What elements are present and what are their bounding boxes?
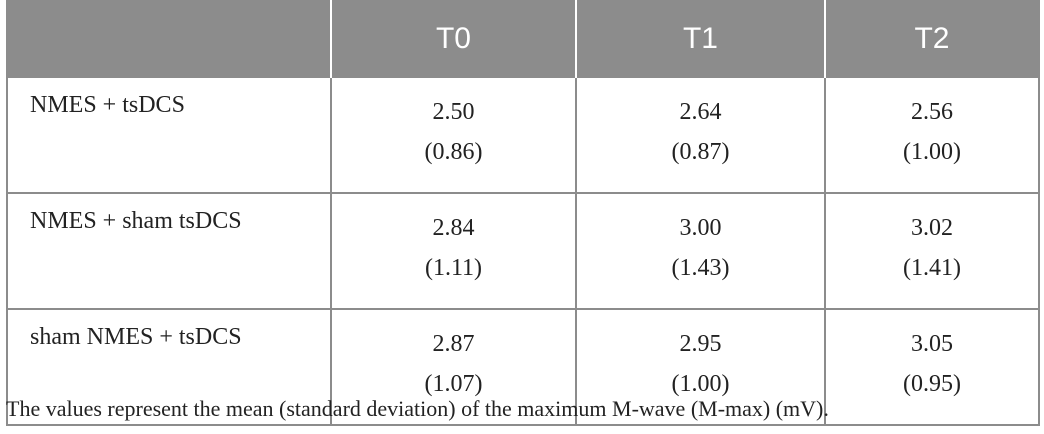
value-cell: 3.00 (1.43) xyxy=(575,192,825,309)
table-row: sham NMES + tsDCS 2.87 (1.07) 2.95 (1.00… xyxy=(7,308,1039,425)
mean-value: 3.02 xyxy=(911,215,953,241)
header-cell-t2: T2 xyxy=(824,1,1039,77)
table-row: NMES + tsDCS 2.50 (0.86) 2.64 (0.87) 2.5… xyxy=(7,76,1039,193)
row-label: sham NMES + tsDCS xyxy=(7,308,331,425)
mean-value: 2.56 xyxy=(911,99,953,125)
sd-value: (1.43) xyxy=(671,255,730,281)
table-header: T0 T1 T2 xyxy=(7,1,1039,77)
mean-value: 3.05 xyxy=(911,331,953,357)
table-footnote: The values represent the mean (standard … xyxy=(6,396,829,421)
sd-value: (0.95) xyxy=(903,371,961,397)
data-table: T0 T1 T2 NMES + tsDCS 2.50 (0.86) 2.64 (… xyxy=(6,0,1040,426)
sd-value: (1.00) xyxy=(671,371,730,397)
header-row: T0 T1 T2 xyxy=(7,1,1039,77)
mean-value: 2.87 xyxy=(432,331,475,357)
mean-value: 2.95 xyxy=(679,331,722,357)
value-cell: 2.95 (1.00) xyxy=(575,308,825,425)
mean-value: 2.84 xyxy=(432,215,475,241)
value-cell: 3.05 (0.95) xyxy=(824,308,1039,425)
row-label: NMES + tsDCS xyxy=(7,76,331,193)
sd-value: (1.41) xyxy=(903,255,961,281)
value-cell: 2.56 (1.00) xyxy=(824,76,1039,193)
header-cell-t1: T1 xyxy=(575,1,825,77)
table-body: NMES + tsDCS 2.50 (0.86) 2.64 (0.87) 2.5… xyxy=(7,76,1039,425)
mean-value: 2.64 xyxy=(679,99,722,125)
value-cell: 2.64 (0.87) xyxy=(575,76,825,193)
sd-value: (0.86) xyxy=(424,139,483,165)
sd-value: (1.11) xyxy=(424,255,483,281)
header-cell-t0: T0 xyxy=(330,1,576,77)
sd-value: (1.07) xyxy=(424,371,483,397)
value-cell: 2.87 (1.07) xyxy=(330,308,576,425)
mean-value: 3.00 xyxy=(679,215,722,241)
header-cell-empty xyxy=(7,1,331,77)
row-label: NMES + sham tsDCS xyxy=(7,192,331,309)
value-cell: 2.50 (0.86) xyxy=(330,76,576,193)
mean-value: 2.50 xyxy=(432,99,475,125)
value-cell: 2.84 (1.11) xyxy=(330,192,576,309)
data-table-container: T0 T1 T2 NMES + tsDCS 2.50 (0.86) 2.64 (… xyxy=(6,0,1040,426)
table-row: NMES + sham tsDCS 2.84 (1.11) 3.00 (1.43… xyxy=(7,192,1039,309)
value-cell: 3.02 (1.41) xyxy=(824,192,1039,309)
sd-value: (0.87) xyxy=(671,139,730,165)
sd-value: (1.00) xyxy=(903,139,961,165)
